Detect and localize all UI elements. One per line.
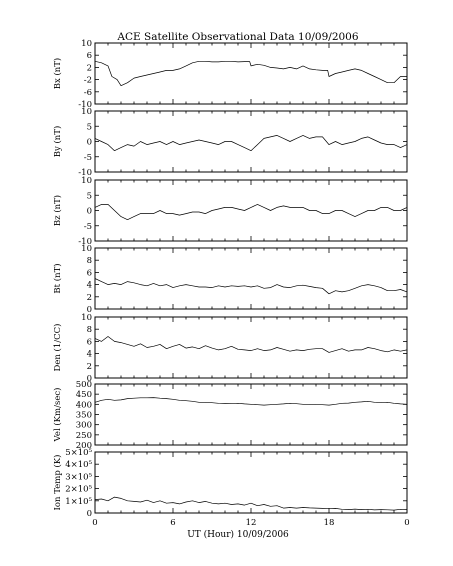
y-tick-label: 0: [87, 509, 92, 519]
y-tick-label: 10: [81, 244, 92, 254]
series-line: [94, 397, 408, 406]
y-tick-label: 4: [87, 350, 92, 360]
y-axis-label: Vel (Km/sec): [52, 388, 63, 443]
y-tick-label: 4: [87, 281, 92, 291]
y-tick-label: 0: [87, 138, 92, 148]
y-tick-label: 10: [81, 313, 92, 323]
y-tick-label: 6: [87, 337, 92, 347]
y-tick-label: 500: [76, 380, 92, 390]
panel-frame: [94, 383, 408, 446]
x-tick-label: 6: [170, 518, 175, 528]
y-axis-label: Bz (nT): [52, 195, 63, 226]
y-tick-label: 450: [76, 390, 92, 400]
y-tick-label: -5: [84, 153, 92, 163]
series-line: [94, 204, 408, 221]
y-tick-label: 10: [81, 176, 92, 186]
y-tick-label: 5: [87, 191, 92, 201]
y-axis-label: Ion Temp (K): [52, 455, 63, 511]
y-tick-label: 0: [87, 374, 92, 384]
panels-group: 10 6 2 -2 -6 -10 Bx (nT) 10 5 0 -5 -10 By (nT) 10 5 0 -5…: [52, 39, 410, 528]
y-tick-label: 2: [87, 362, 92, 372]
panel-3: 10 5 0 -5 -10 Bz (nT): [52, 176, 408, 247]
x-tick-label: 18: [324, 518, 335, 528]
y-tick-label: -5: [84, 222, 92, 232]
y-tick-label: 4×10⁵: [65, 460, 92, 470]
series-line: [94, 496, 408, 511]
y-tick-label: 3×10⁵: [65, 472, 92, 482]
x-tick-label: 0: [92, 518, 97, 528]
panel-frame: [94, 110, 408, 173]
y-tick-label: 2: [87, 63, 92, 73]
y-tick-label: -10: [78, 237, 92, 247]
y-axis-label: Bx (nT): [52, 58, 63, 90]
y-axis-label: By (nT): [52, 126, 63, 158]
y-tick-label: 350: [76, 411, 92, 421]
y-tick-label: 1×10⁵: [65, 497, 92, 507]
y-tick-label: 6: [87, 268, 92, 278]
y-tick-label: -6: [84, 88, 92, 98]
panel-4: 10 8 6 4 2 0 Bt (nT): [52, 244, 408, 315]
panel-frame: [94, 42, 408, 105]
series-line: [94, 135, 408, 152]
panel-2: 10 5 0 -5 -10 By (nT): [52, 107, 408, 178]
series-line: [94, 336, 408, 353]
panel-5: 10 8 6 4 2 0 Den (1/CC): [52, 313, 408, 384]
panel-frame: [94, 247, 408, 310]
y-tick-label: 400: [76, 400, 92, 410]
panel-7: 5×10⁵ 4×10⁵ 3×10⁵ 2×10⁵ 1×10⁵ 0 Ion Temp (K): [52, 448, 408, 519]
x-tick-label: 12: [246, 518, 257, 528]
x-axis-label: UT (Hour) 10/09/2006: [187, 529, 289, 540]
y-tick-label: 6: [87, 51, 92, 61]
panel-frame: [94, 451, 408, 514]
y-tick-label: -10: [78, 168, 92, 178]
y-tick-label: 8: [87, 325, 92, 335]
y-tick-label: 250: [76, 431, 92, 441]
y-tick-label: 0: [87, 207, 92, 217]
y-tick-label: -10: [78, 100, 92, 110]
panel-frame: [94, 179, 408, 242]
panel-frame: [94, 316, 408, 379]
y-tick-label: 10: [81, 39, 92, 49]
series-line: [94, 60, 407, 87]
y-axis-label: Bt (nT): [52, 263, 63, 293]
y-axis-label: Den (1/CC): [52, 324, 63, 372]
y-tick-label: -2: [84, 76, 92, 86]
y-tick-label: 8: [87, 256, 92, 266]
y-tick-label: 2×10⁵: [65, 485, 92, 495]
y-tick-label: 2: [87, 293, 92, 303]
x-tick-label: 0: [404, 518, 409, 528]
y-tick-label: 300: [76, 421, 92, 431]
series-line: [94, 278, 408, 295]
y-tick-label: 10: [81, 107, 92, 117]
y-tick-label: 0: [87, 305, 92, 315]
panel-1: 10 6 2 -2 -6 -10 Bx (nT): [52, 39, 408, 110]
y-tick-label: 5: [87, 122, 92, 132]
y-tick-label: 200: [76, 441, 92, 451]
chart-title: ACE Satellite Observational Data 10/09/2…: [116, 31, 358, 43]
y-tick-label: 5×10⁵: [65, 448, 92, 458]
